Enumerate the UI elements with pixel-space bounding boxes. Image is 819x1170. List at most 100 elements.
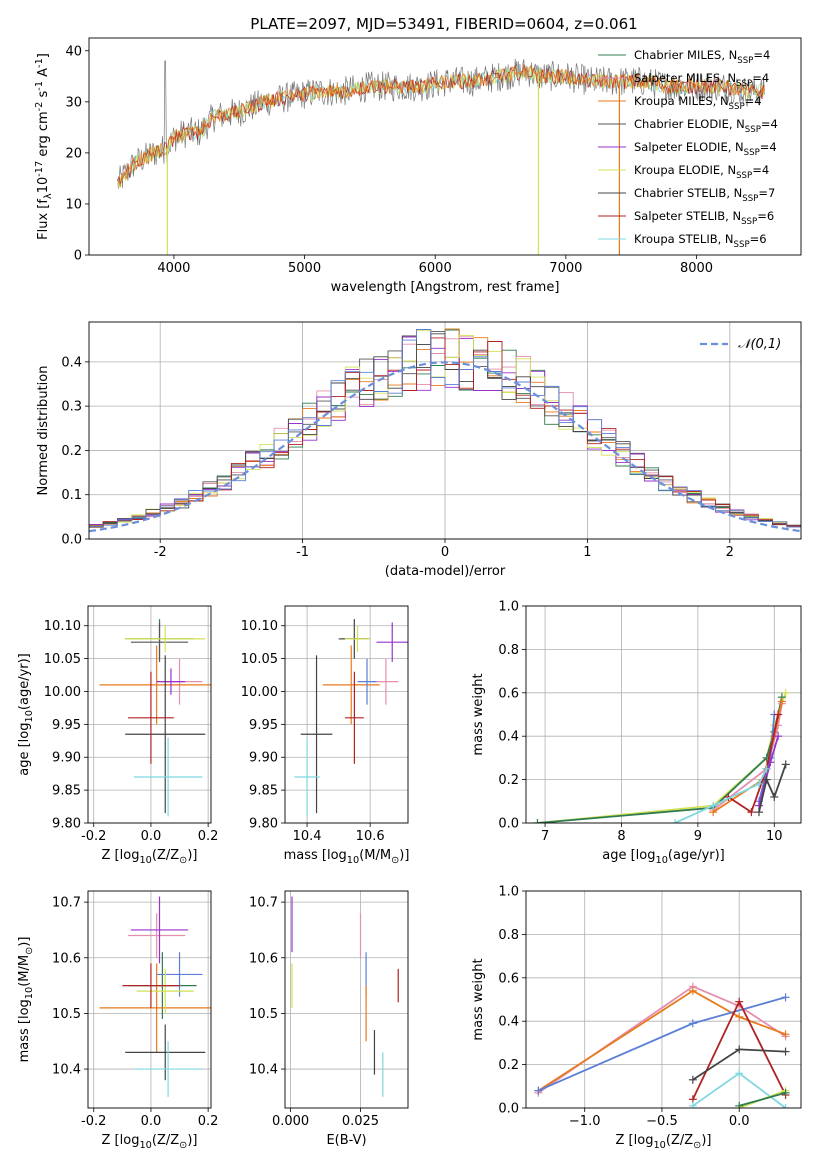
label-part: SSP — [736, 171, 752, 181]
y-tick-label: 0.4 — [61, 355, 82, 370]
y-tick-label: 10.7 — [52, 896, 81, 911]
legend-label: Salpeter STELIB, NSSP=6 — [634, 209, 774, 227]
label-part: Chabrier STELIB, N — [634, 186, 742, 200]
x-tick-label: 0 — [441, 545, 449, 560]
y-tick-label: 10.5 — [52, 1007, 81, 1022]
label-part: ⊙ — [179, 855, 187, 866]
label-part: -1 — [34, 58, 45, 68]
label-part: E(B-V) — [326, 1133, 366, 1148]
plot-area — [291, 896, 399, 1097]
mass-weight-line — [537, 696, 783, 823]
label-part: Salpeter STELIB, N — [634, 209, 741, 223]
label-part: s — [36, 90, 51, 101]
label-part: age [log — [17, 723, 32, 776]
plot-area — [89, 328, 801, 533]
y-tick-label: 20 — [65, 146, 82, 161]
y-tick-label: 9.80 — [52, 817, 81, 832]
x-tick-label: 0.2 — [198, 1114, 219, 1129]
x-tick-label: 5000 — [288, 261, 321, 276]
label-part: -17 — [34, 161, 45, 177]
label-part: mass weight — [471, 673, 486, 755]
x-tick-label: -2 — [154, 545, 167, 560]
label-part: SSP — [737, 56, 753, 66]
x-tick-label: 1 — [583, 545, 591, 560]
label-part: 10 — [655, 855, 667, 866]
y-tick-label: 0.3 — [61, 400, 82, 415]
label-part: SSP — [729, 102, 745, 112]
label-part: )] — [17, 937, 32, 947]
x-tick-label: 4000 — [157, 261, 190, 276]
axes-frame — [87, 605, 212, 824]
label-part: Kroupa MILES, N — [634, 94, 729, 108]
y-tick-label: 0.1 — [61, 488, 82, 503]
axes-frame — [284, 890, 409, 1109]
axes-mass-vs-Z: -0.2 0.0 0.210.410.510.610.7Z [log10(Z/Z⊙)… — [17, 890, 219, 1151]
y-tick-label: 10.5 — [249, 1007, 278, 1022]
label-part: λ — [43, 193, 54, 199]
y-axis-label: mass weight — [471, 673, 486, 755]
y-tick-label: 1.0 — [498, 600, 519, 615]
x-tick-label: 8000 — [680, 261, 713, 276]
y-tick-label: 10.00 — [241, 685, 278, 700]
y-tick-label: 10.4 — [52, 1063, 81, 1078]
x-tick-label: 6000 — [419, 261, 452, 276]
legend-label: Chabrier MILES, NSSP=4 — [634, 48, 770, 66]
legend-label: Chabrier STELIB, NSSP=7 — [634, 186, 775, 204]
y-tick-label: 0.8 — [498, 643, 519, 658]
label-part: Z [log — [616, 1133, 654, 1148]
axes-frame — [88, 321, 802, 540]
label-part: 10 — [653, 1140, 665, 1151]
label-part: )] — [187, 848, 197, 863]
axes-frame — [88, 37, 802, 256]
label-part: Normed distribution — [36, 366, 51, 496]
y-tick-label: 0.2 — [498, 1058, 519, 1073]
mass-weight-line — [537, 989, 786, 1092]
y-tick-label: 0.0 — [498, 817, 519, 832]
x-axis-label: age [log10(age/yr)] — [602, 848, 725, 866]
plot-area — [99, 619, 211, 817]
axes-frame — [87, 890, 212, 1109]
y-tick-label: 0.8 — [498, 928, 519, 943]
label-part: SSP — [736, 79, 752, 89]
y-tick-label: 10.00 — [44, 685, 81, 700]
y-tick-label: 0.6 — [498, 686, 519, 701]
label-part: (age/yr)] — [17, 653, 32, 710]
label-part: mass weight — [471, 958, 486, 1040]
label-part: Kroupa ELODIE, N — [634, 163, 736, 177]
label-part: mass [log — [284, 848, 347, 863]
y-tick-label: 10 — [65, 197, 82, 212]
y-tick-label: 9.90 — [52, 751, 81, 766]
y-tick-label: 0.2 — [498, 773, 519, 788]
figure-title: PLATE=2097, MJD=53491, FIBERID=0604, z=0… — [250, 15, 637, 33]
y-tick-label: 0.6 — [498, 971, 519, 986]
x-axis-label: Z [log10(Z/Z⊙)] — [102, 1133, 198, 1151]
y-tick-label: 1.0 — [498, 885, 519, 900]
label-part: =6 — [757, 209, 774, 223]
label-part: =6 — [750, 232, 767, 246]
y-tick-label: 9.90 — [249, 751, 278, 766]
plot-area — [99, 896, 211, 1097]
axes-mass-weight-vs-Z: −1.0 −0.5 0.0 0.0 0.2 0.4 0.6 0.8 1.0 Z [log10(Z/… — [471, 885, 802, 1151]
label-part: (data-model)/error — [385, 564, 506, 579]
x-axis-label: mass [log10(M/M⊙)] — [284, 848, 410, 866]
label-part: =4 — [752, 163, 769, 177]
model-spectrum-kroupa_miles — [117, 64, 765, 188]
legend-label: Chabrier ELODIE, NSSP=4 — [634, 117, 778, 135]
legend-label: Kroupa MILES, NSSP=4 — [634, 94, 762, 112]
label-part: Flux [f — [36, 199, 51, 240]
x-tick-label: 2 — [726, 545, 734, 560]
label-part: 10 — [347, 855, 359, 866]
label-part: (M/M — [17, 955, 32, 987]
label-part: 10 — [139, 855, 151, 866]
label-part: SSP — [742, 194, 758, 204]
x-tick-label: 0.0 — [141, 829, 162, 844]
legend-label: 𝒩(0,1) — [738, 337, 781, 352]
label-part: =7 — [758, 186, 775, 200]
y-axis-label: Flux [fλ10-17 erg cm-2 s-1 A-1] — [34, 53, 54, 240]
x-axis-label: wavelength [Angstrom, rest frame] — [331, 280, 560, 295]
x-tick-label: 0.000 — [272, 1114, 309, 1129]
legend-label: Kroupa ELODIE, NSSP=4 — [634, 163, 769, 181]
label-part: =4 — [761, 117, 778, 131]
x-tick-label: −0.5 — [646, 1114, 678, 1129]
